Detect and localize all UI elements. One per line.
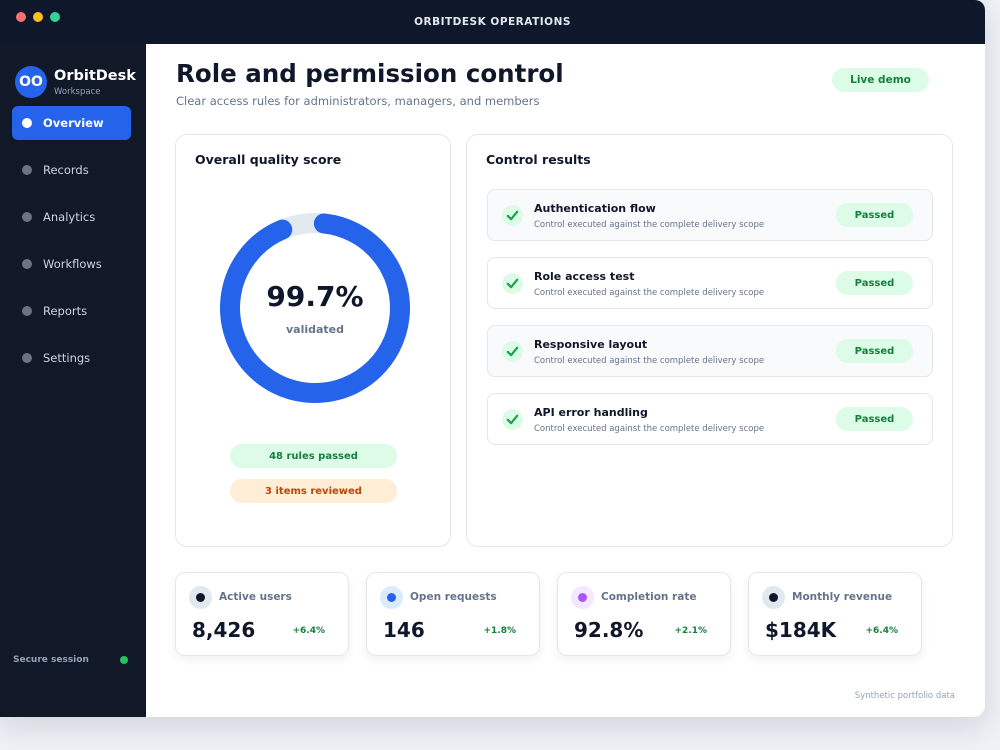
kpi-delta: +1.8% [483, 626, 516, 636]
status-badge[interactable]: Passed [836, 407, 913, 431]
close-window-dot[interactable] [16, 12, 26, 22]
quality-card-title: Overall quality score [195, 152, 342, 167]
kpi-label: Monthly revenue [792, 591, 893, 603]
kpi-label: Active users [219, 591, 292, 603]
revenue-dot-icon [762, 586, 785, 609]
result-row[interactable]: API error handling Control executed agai… [487, 393, 933, 445]
kpi-card-active-users[interactable]: Active users 8,426 +6.4% [175, 572, 349, 656]
brand: OO OrbitDesk Workspace [15, 66, 136, 98]
quality-score-card: Overall quality score 99.7% validated 48… [175, 134, 451, 547]
result-description: Control executed against the complete de… [534, 288, 765, 298]
secure-session-label: Secure session [13, 655, 89, 665]
title-bar: ORBITDESK OPERATIONS [0, 0, 985, 44]
sidebar-item-label: Records [43, 163, 89, 177]
control-results-card: Control results Authentication flow Cont… [466, 134, 953, 547]
result-description: Control executed against the complete de… [534, 356, 765, 366]
donut-center: 99.7% validated [215, 208, 415, 408]
result-title: Responsive layout [534, 338, 648, 351]
kpi-delta: +6.4% [865, 626, 898, 636]
sidebar-item-settings[interactable]: Settings [12, 341, 131, 375]
donut-progress [220, 213, 410, 403]
result-row[interactable]: Role access test Control executed agains… [487, 257, 933, 309]
maximize-window-dot[interactable] [50, 12, 60, 22]
result-description: Control executed against the complete de… [534, 424, 765, 434]
completion-dot-icon [571, 586, 594, 609]
status-badge[interactable]: Passed [836, 271, 913, 295]
status-badge[interactable]: Passed [836, 203, 913, 227]
result-description: Control executed against the complete de… [534, 220, 765, 230]
quality-score-value: 99.7% [266, 280, 364, 313]
nav-dot-icon [22, 212, 32, 222]
brand-name: OrbitDesk [54, 67, 136, 84]
quality-score-label: validated [285, 323, 345, 336]
footnote: Synthetic portfolio data [854, 691, 955, 701]
live-demo-badge: Live demo [832, 68, 929, 92]
kpi-card-completion-rate[interactable]: Completion rate 92.8% +2.1% [557, 572, 731, 656]
nav-dot-icon [22, 118, 32, 128]
check-icon [502, 273, 523, 294]
kpi-value: 8,426 [192, 618, 256, 642]
nav-dot-icon [22, 353, 32, 363]
nav-dot-icon [22, 165, 32, 175]
kpi-delta: +6.4% [292, 626, 325, 636]
sidebar: OO OrbitDesk Workspace Overview Records … [0, 44, 146, 717]
status-online-icon [120, 656, 128, 664]
sidebar-item-label: Reports [43, 304, 88, 318]
nav-dot-icon [22, 306, 32, 316]
result-row[interactable]: Responsive layout Control executed again… [487, 325, 933, 377]
window-title: ORBITDESK OPERATIONS [414, 16, 571, 28]
sidebar-item-label: Overview [43, 116, 104, 130]
nav-dot-icon [22, 259, 32, 269]
kpi-value: 92.8% [574, 618, 644, 642]
items-reviewed-pill: 3 items reviewed [230, 479, 397, 503]
result-title: Role access test [534, 270, 635, 283]
secure-session-status: Secure session [13, 655, 128, 665]
app-window: ORBITDESK OPERATIONS OO OrbitDesk Worksp… [0, 0, 985, 717]
kpi-card-open-requests[interactable]: Open requests 146 +1.8% [366, 572, 540, 656]
kpi-value: 146 [383, 618, 425, 642]
sidebar-item-label: Workflows [43, 257, 102, 271]
kpi-value: $184K [765, 618, 837, 642]
sidebar-item-label: Analytics [43, 210, 96, 224]
sidebar-item-reports[interactable]: Reports [12, 294, 131, 328]
check-icon [502, 409, 523, 430]
brand-logo: OO [15, 66, 47, 98]
kpi-delta: +2.1% [674, 626, 707, 636]
page-title: Role and permission control [176, 59, 564, 88]
check-icon [502, 205, 523, 226]
results-card-title: Control results [486, 152, 591, 167]
sidebar-item-records[interactable]: Records [12, 153, 131, 187]
page-subtitle: Clear access rules for administrators, m… [176, 94, 540, 108]
main-content: Role and permission control Clear access… [146, 44, 985, 717]
kpi-card-monthly-revenue[interactable]: Monthly revenue $184K +6.4% [748, 572, 922, 656]
result-title: API error handling [534, 406, 648, 419]
quality-donut: 99.7% validated [215, 208, 415, 408]
result-title: Authentication flow [534, 202, 656, 215]
rules-passed-pill: 48 rules passed [230, 444, 397, 468]
kpi-label: Open requests [410, 591, 497, 603]
sidebar-item-label: Settings [43, 351, 91, 365]
window-controls [16, 12, 60, 22]
kpi-label: Completion rate [601, 591, 697, 603]
sidebar-item-analytics[interactable]: Analytics [12, 200, 131, 234]
result-row[interactable]: Authentication flow Control executed aga… [487, 189, 933, 241]
sidebar-item-workflows[interactable]: Workflows [12, 247, 131, 281]
request-dot-icon [380, 586, 403, 609]
user-dot-icon [189, 586, 212, 609]
brand-subtitle: Workspace [54, 86, 101, 97]
sidebar-nav: Overview Records Analytics Workflows Rep… [12, 106, 131, 388]
donut-chart [220, 213, 410, 403]
check-icon [502, 341, 523, 362]
minimize-window-dot[interactable] [33, 12, 43, 22]
sidebar-item-overview[interactable]: Overview [12, 106, 131, 140]
status-badge[interactable]: Passed [836, 339, 913, 363]
